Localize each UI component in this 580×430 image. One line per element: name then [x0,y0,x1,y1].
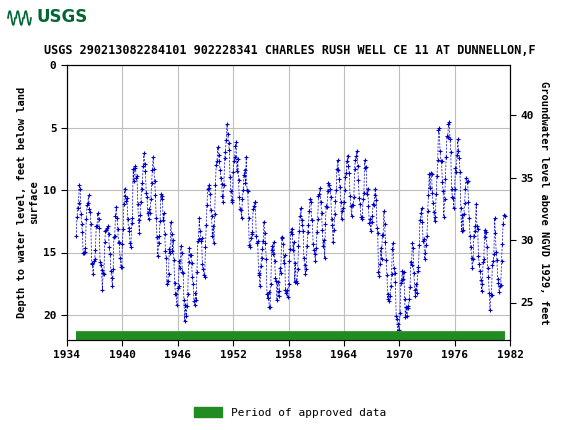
Text: USGS: USGS [36,9,87,27]
Legend: Period of approved data: Period of approved data [190,403,390,422]
Y-axis label: Depth to water level, feet below land
surface: Depth to water level, feet below land su… [17,87,39,318]
Y-axis label: Groundwater level above NGVD 1929, feet: Groundwater level above NGVD 1929, feet [539,81,549,324]
Bar [4,2,82,33]
Text: USGS 290213082284101 902228341 CHARLES RUSH WELL CE 11 AT DUNNELLON,F: USGS 290213082284101 902228341 CHARLES R… [44,44,536,57]
